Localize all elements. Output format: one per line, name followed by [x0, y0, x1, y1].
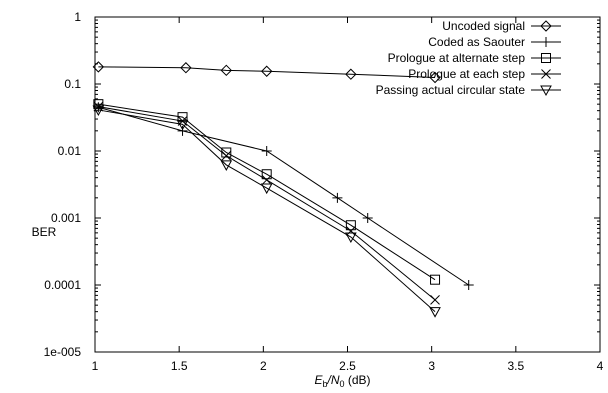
plus-marker: [362, 213, 373, 223]
x-axis-label-e: E: [314, 373, 323, 387]
x-axis-label-slash: /N: [327, 373, 340, 387]
cross-marker: [541, 69, 551, 79]
legend: Uncoded signal Coded as Saouter Prologue a…: [376, 19, 561, 97]
x-tick-label: 3: [428, 359, 435, 373]
x-tick-label: 2: [260, 359, 267, 373]
series-triangle: [92, 105, 441, 318]
x-tick-label: 1.5: [171, 359, 188, 373]
series-line: [98, 106, 436, 301]
y-tick-label: 0.0001: [44, 278, 81, 292]
diamond-marker: [220, 64, 233, 77]
triangle-marker: [540, 85, 552, 97]
diamond-marker: [260, 65, 273, 77]
triangle-marker: [92, 105, 105, 116]
ticks: 1 1.5 2 2.5 3 3.5 4 1 0.1 0.01 0.001 0.0001 1e-005: [44, 10, 604, 373]
x-axis-label-n-sub: 0: [340, 379, 345, 389]
series-line: [98, 109, 436, 313]
x-tick-label: 4: [597, 359, 604, 373]
diamond-marker: [92, 61, 105, 73]
diamond-marker: [429, 71, 441, 84]
series-plus: [93, 102, 474, 290]
square-marker: [93, 99, 104, 110]
legend-label: Uncoded signal: [442, 19, 525, 33]
diamond-marker: [180, 62, 192, 74]
triangle-marker: [345, 232, 357, 244]
x-axis-label-e-sub: b: [322, 379, 327, 389]
cross-marker: [346, 226, 356, 236]
legend-label: Prologue at each step: [408, 67, 525, 81]
square-marker: [541, 53, 551, 63]
x-tick-label: 1: [92, 359, 99, 373]
diamond-marker: [345, 68, 357, 80]
legend-label: Prologue at alternate step: [388, 51, 526, 65]
x-tick-label: 3.5: [507, 359, 524, 373]
series-diamond: [92, 61, 441, 84]
plus-marker: [541, 37, 551, 47]
legend-label: Coded as Saouter: [428, 35, 525, 49]
series-square: [93, 99, 441, 285]
triangle-marker: [176, 119, 189, 131]
cross-marker: [261, 175, 272, 185]
y-tick-label: 1e-005: [44, 345, 82, 359]
square-marker: [430, 274, 441, 285]
triangle-marker: [220, 160, 233, 171]
series-line: [98, 103, 436, 281]
y-tick-label: 0.1: [64, 77, 81, 91]
y-axis-label: BER: [32, 225, 57, 239]
x-axis-label: Eb/N0 (dB): [314, 373, 370, 389]
series-line: [98, 106, 469, 286]
y-tick-label: 1: [74, 10, 81, 24]
series-layer: [92, 61, 474, 318]
series-cross: [93, 101, 440, 305]
square-marker: [345, 220, 356, 231]
plus-marker: [332, 192, 343, 203]
square-marker: [261, 169, 272, 180]
y-tick-label: 0.01: [58, 144, 82, 158]
y-tick-label: 0.001: [51, 211, 81, 225]
triangle-marker: [429, 307, 441, 318]
cross-marker: [221, 150, 232, 161]
plus-marker: [261, 146, 272, 156]
triangle-marker: [260, 183, 273, 195]
diamond-marker: [540, 20, 552, 32]
plus-marker: [463, 280, 474, 290]
series-line: [98, 66, 436, 79]
x-axis-label-unit: (dB): [345, 373, 371, 387]
plus-marker: [177, 125, 188, 136]
x-tick-label: 2.5: [339, 359, 356, 373]
cross-marker: [430, 295, 440, 305]
legend-label: Passing actual circular state: [376, 83, 526, 97]
